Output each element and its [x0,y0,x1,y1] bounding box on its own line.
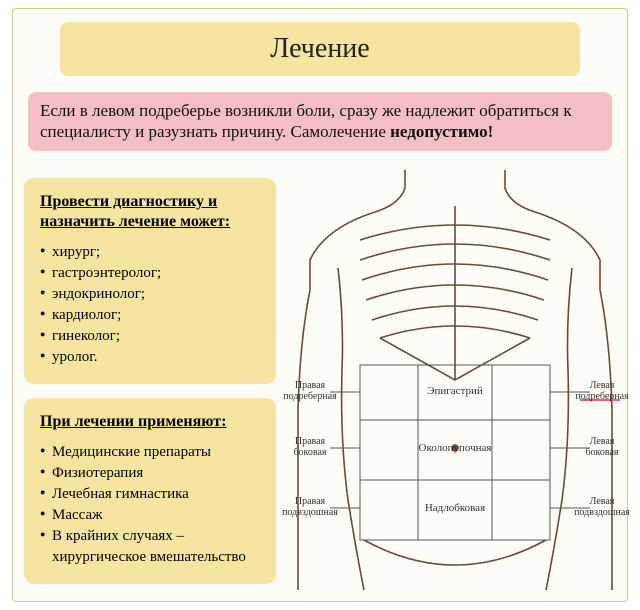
label-left-hypochondriac: Левая подреберная [572,380,632,402]
title-banner: Лечение [60,22,580,76]
list-item: В крайних случаях – хирургическое вмешат… [40,526,260,568]
treatment-heading: При лечении применяют: [40,412,260,432]
list-item: кардиолог; [40,305,260,326]
region-epigastric: Эпигастрий [418,385,492,397]
region-suprapubic: Надлобковая [418,502,492,514]
page-title: Лечение [270,33,369,65]
label-right-hypochondriac: Правая подреберная [280,380,340,402]
list-item: Лечебная гимнастика [40,484,260,505]
list-item: эндокринолог; [40,284,260,305]
treatment-box: При лечении применяют: Медицинские препа… [24,398,276,584]
diagnostics-list: хирург; гастроэнтеролог; эндокринолог; к… [40,242,260,368]
torso-diagram: Эпигастрий Околопупочная Надлобковая Пра… [290,170,620,590]
label-left-iliac: Левая подвздошная [572,496,632,518]
diagnostics-heading: Провести диагностику и назначить лечение… [40,192,260,232]
list-item: хирург; [40,242,260,263]
warning-strong: недопустимо! [390,122,493,141]
treatment-list: Медицинские препараты Физиотерапия Лечеб… [40,442,260,568]
list-item: гинеколог; [40,326,260,347]
diagnostics-box: Провести диагностику и назначить лечение… [24,178,276,384]
label-right-iliac: Правая подвздошная [280,496,340,518]
list-item: уролог. [40,347,260,368]
list-item: Медицинские препараты [40,442,260,463]
list-item: гастроэнтеролог; [40,263,260,284]
list-item: Массаж [40,505,260,526]
region-umbilical: Околопупочная [418,442,492,454]
list-item: Физиотерапия [40,463,260,484]
label-left-lumbar: Левая боковая [572,436,632,458]
warning-box: Если в левом подреберье возникли боли, с… [28,92,612,151]
label-right-lumbar: Правая боковая [280,436,340,458]
